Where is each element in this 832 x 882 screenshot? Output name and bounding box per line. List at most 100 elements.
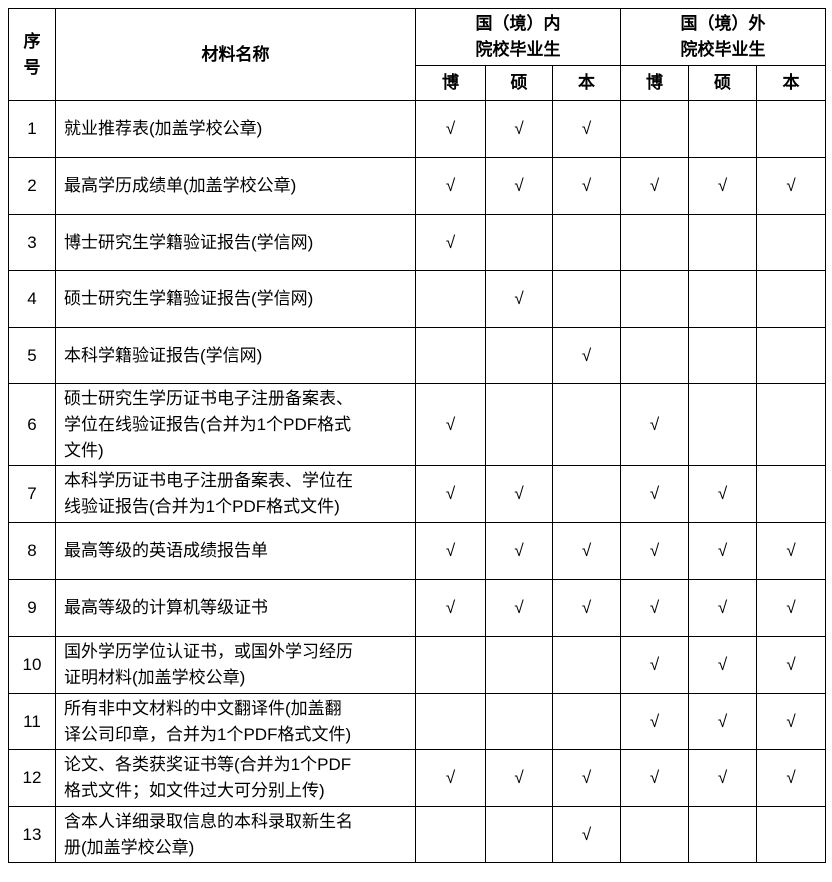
table-row: 5 本科学籍验证报告(学信网) √ — [8, 327, 826, 384]
requirement-cell — [756, 214, 826, 271]
requirement-cell: √ — [688, 465, 757, 523]
material-name-line: 最高等级的英语成绩报告单 — [64, 541, 268, 560]
requirement-cell — [620, 100, 689, 158]
requirement-cell: √ — [756, 636, 826, 694]
requirement-cell: √ — [415, 157, 486, 215]
requirement-cell: √ — [415, 383, 486, 466]
material-name: 博士研究生学籍验证报告(学信网) — [55, 214, 416, 271]
material-name: 最高学历成绩单(加盖学校公章) — [55, 157, 416, 215]
material-name: 硕士研究生学籍验证报告(学信网) — [55, 270, 416, 328]
table-row: 8 最高等级的英语成绩报告单 √ √ √ √ √ √ — [8, 522, 826, 580]
material-name-line: 就业推荐表(加盖学校公章) — [64, 119, 263, 138]
requirement-cell — [620, 270, 689, 328]
material-name: 含本人详细录取信息的本科录取新生名 册(加盖学校公章) — [55, 806, 416, 863]
requirement-cell — [688, 327, 757, 384]
table-row: 11 所有非中文材料的中文翻译件(加盖翻 译公司印章，合并为1个PDF格式文件) √ √… — [8, 693, 826, 750]
requirement-cell: √ — [552, 327, 621, 384]
requirement-cell — [415, 327, 486, 384]
requirement-cell: √ — [620, 157, 689, 215]
material-name: 最高等级的英语成绩报告单 — [55, 522, 416, 580]
requirement-cell: √ — [485, 270, 553, 328]
requirement-cell: √ — [620, 749, 689, 807]
requirement-cell — [552, 465, 621, 523]
requirement-cell: √ — [620, 522, 689, 580]
material-name-line: 证明材料(加盖学校公章) — [64, 668, 246, 687]
requirement-cell: √ — [688, 579, 757, 637]
requirement-cell: √ — [415, 100, 486, 158]
requirement-cell — [552, 693, 621, 750]
material-name: 本科学籍验证报告(学信网) — [55, 327, 416, 384]
row-number: 1 — [8, 100, 56, 158]
header-name: 材料名称 — [55, 8, 416, 101]
requirement-cell: √ — [485, 522, 553, 580]
row-number: 10 — [8, 636, 56, 694]
requirement-cell — [552, 383, 621, 466]
requirement-cell — [756, 806, 826, 863]
material-name-line: 线验证报告(合并为1个PDF格式文件) — [64, 497, 340, 516]
header-level: 硕 — [485, 65, 553, 101]
requirement-cell: √ — [552, 157, 621, 215]
requirement-cell — [756, 383, 826, 466]
requirement-cell: √ — [756, 749, 826, 807]
row-number: 9 — [8, 579, 56, 637]
header-domestic-line: 院校毕业生 — [475, 40, 561, 59]
requirement-cell — [485, 636, 553, 694]
material-name-line: 硕士研究生学籍验证报告(学信网) — [64, 289, 314, 308]
header-foreign: 国（境）外 院校毕业生 — [620, 8, 826, 66]
requirement-cell: √ — [688, 636, 757, 694]
requirement-cell — [620, 327, 689, 384]
requirement-cell: √ — [552, 806, 621, 863]
material-name: 最高等级的计算机等级证书 — [55, 579, 416, 637]
requirement-cell — [688, 383, 757, 466]
requirement-cell — [415, 636, 486, 694]
requirement-cell: √ — [688, 522, 757, 580]
row-number: 3 — [8, 214, 56, 271]
material-name: 硕士研究生学历证书电子注册备案表、 学位在线验证报告(合并为1个PDF格式 文件) — [55, 383, 416, 466]
requirement-cell — [485, 806, 553, 863]
requirement-cell: √ — [415, 579, 486, 637]
material-name-line: 硕士研究生学历证书电子注册备案表、 — [64, 388, 353, 408]
requirement-cell: √ — [485, 749, 553, 807]
table-row: 1 就业推荐表(加盖学校公章) √ √ √ — [8, 100, 826, 158]
requirement-cell: √ — [688, 749, 757, 807]
requirement-cell — [485, 214, 553, 271]
material-name-line: 最高等级的计算机等级证书 — [64, 598, 268, 617]
requirement-cell: √ — [552, 522, 621, 580]
header-seq: 序号 — [8, 8, 56, 101]
material-name-line: 所有非中文材料的中文翻译件(加盖翻 — [64, 698, 342, 718]
material-name-line: 册(加盖学校公章) — [64, 837, 195, 857]
requirement-cell — [415, 806, 486, 863]
table-row: 10 国外学历学位认证书，或国外学习经历 证明材料(加盖学校公章) √ √ √ — [8, 636, 826, 694]
requirement-cell — [485, 693, 553, 750]
material-name-line: 学位在线验证报告(合并为1个PDF格式 — [64, 414, 352, 434]
header-level: 硕 — [688, 65, 757, 101]
requirement-cell — [756, 327, 826, 384]
requirement-cell — [688, 214, 757, 271]
requirement-cell — [756, 100, 826, 158]
material-name: 所有非中文材料的中文翻译件(加盖翻 译公司印章，合并为1个PDF格式文件) — [55, 693, 416, 750]
header-foreign-line: 国（境）外 — [680, 14, 766, 33]
requirement-cell — [688, 100, 757, 158]
table-row: 12 论文、各类获奖证书等(合并为1个PDF 格式文件；如文件过大可分别上传) √ √ √… — [8, 749, 826, 807]
requirement-cell — [415, 693, 486, 750]
header-level: 博 — [415, 65, 486, 101]
table-row: 7 本科学历证书电子注册备案表、学位在 线验证报告(合并为1个PDF格式文件) √ √ √… — [8, 465, 826, 523]
requirement-cell: √ — [756, 157, 826, 215]
row-number: 7 — [8, 465, 56, 523]
requirement-cell — [485, 383, 553, 466]
requirement-cell — [485, 327, 553, 384]
requirement-cell: √ — [756, 579, 826, 637]
material-name-line: 含本人详细录取信息的本科录取新生名 — [64, 811, 353, 831]
material-name-line: 国外学历学位认证书，或国外学习经历 — [64, 642, 353, 661]
material-name: 国外学历学位认证书，或国外学习经历 证明材料(加盖学校公章) — [55, 636, 416, 694]
requirement-cell: √ — [485, 157, 553, 215]
table-row: 13 含本人详细录取信息的本科录取新生名 册(加盖学校公章) √ — [8, 806, 826, 863]
material-name-line: 最高学历成绩单(加盖学校公章) — [64, 176, 297, 195]
table-row: 2 最高学历成绩单(加盖学校公章) √ √ √ √ √ √ — [8, 157, 826, 215]
requirement-cell: √ — [485, 100, 553, 158]
requirement-cell: √ — [415, 749, 486, 807]
row-number: 4 — [8, 270, 56, 328]
requirement-cell: √ — [415, 214, 486, 271]
requirement-cell — [756, 465, 826, 523]
requirement-cell: √ — [552, 749, 621, 807]
